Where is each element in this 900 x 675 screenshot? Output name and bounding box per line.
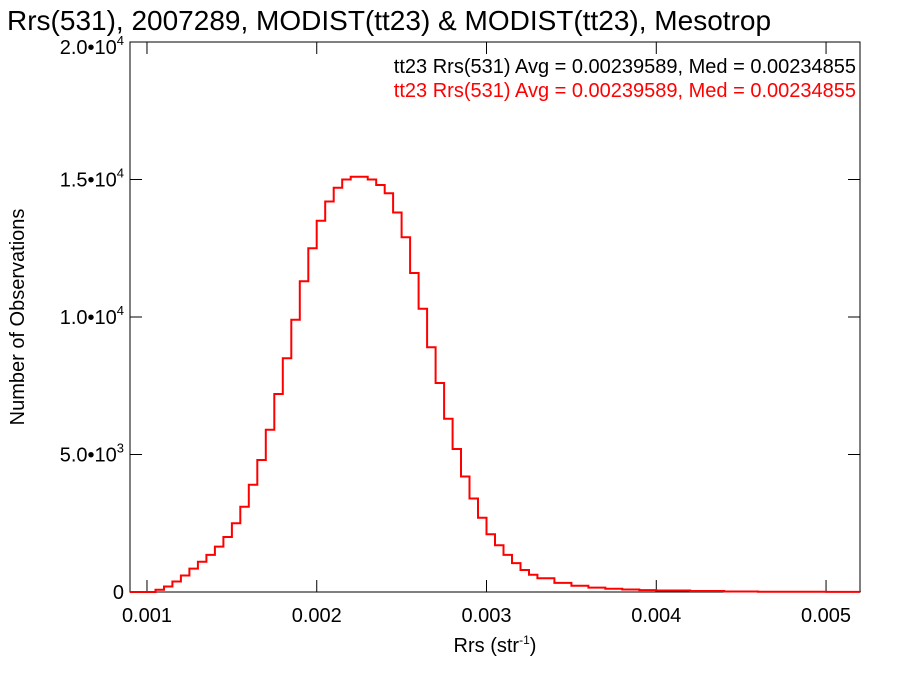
annotation-black: tt23 Rrs(531) Avg = 0.00239589, Med = 0.…: [394, 56, 856, 78]
y-axis-label: Number of Observations: [7, 209, 29, 426]
y-tick-label: 1.5•104: [60, 166, 124, 192]
x-tick-label: 0.002: [292, 605, 342, 627]
chart-title: Rrs(531), 2007289, MODIST(tt23) & MODIST…: [7, 5, 771, 36]
y-tick-label: 5.0•103: [60, 441, 124, 467]
x-tick-label: 0.004: [631, 605, 681, 627]
y-tick-label: 1.0•104: [60, 303, 124, 329]
y-tick-label: 2.0•104: [60, 33, 124, 59]
x-axis-label: Rrs (str-1): [454, 633, 537, 657]
x-axis-ticks: 0.001 0.002 0.003 0.004 0.005: [122, 42, 851, 627]
y-tick-label: 0: [113, 582, 124, 604]
x-tick-label: 0.005: [801, 605, 851, 627]
x-tick-label: 0.003: [461, 605, 511, 627]
x-tick-label: 0.001: [122, 605, 172, 627]
histogram-series-line: [130, 175, 861, 593]
y-axis-ticks: 0 5.0•103 1.0•104 1.5•104 2.0•104: [60, 33, 860, 604]
annotation-red: tt23 Rrs(531) Avg = 0.00239589, Med = 0.…: [394, 80, 856, 102]
